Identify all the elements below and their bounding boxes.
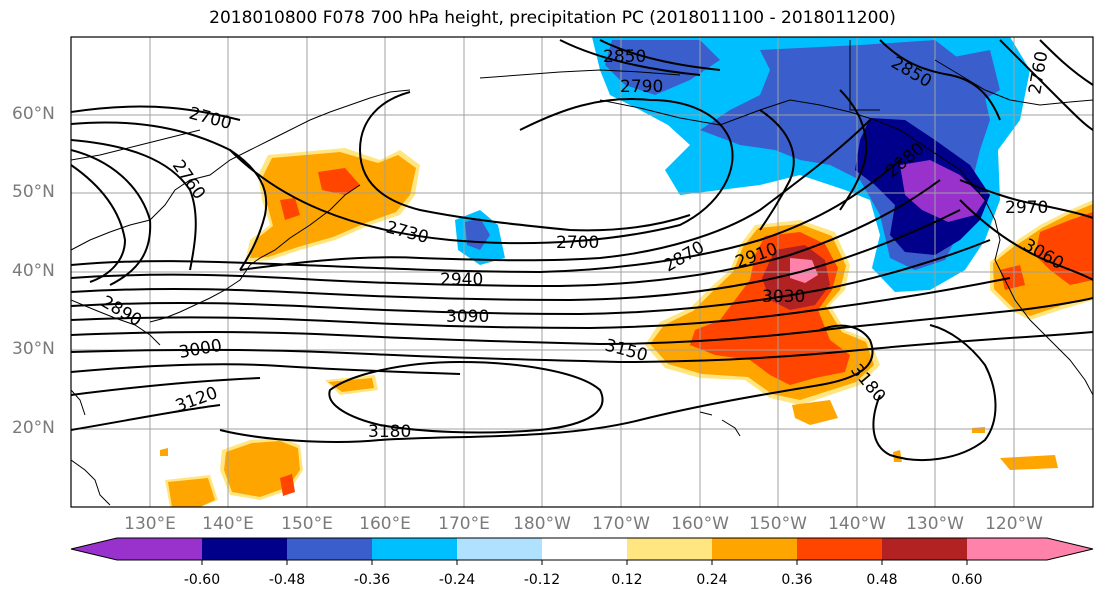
lon-label: 170°E (438, 514, 490, 534)
height-contours (71, 39, 1093, 461)
contour-label: 2940 (440, 270, 483, 290)
lon-label: 150°E (281, 514, 333, 534)
colorbar-tick-label: -0.12 (523, 572, 561, 588)
contour-label: 2850 (603, 47, 646, 67)
contour-label: 3180 (368, 422, 411, 442)
map-plot-area: 2850 2790 2850 2760 2700 2760 2730 2700 … (71, 37, 1093, 507)
lon-label: 160°E (359, 514, 411, 534)
coastlines (71, 40, 1093, 506)
colorbar-tick-label: 0.36 (781, 572, 813, 588)
lon-label: 140°E (202, 514, 254, 534)
colorbar-tick-label: -0.24 (438, 572, 476, 588)
colorbar-swatch (797, 538, 882, 560)
colorbar-tick-label: 0.60 (951, 572, 983, 588)
contour-label: 2790 (620, 77, 663, 97)
lat-label: 20°N (12, 418, 55, 438)
contour-label: 2700 (556, 233, 599, 253)
lon-label: 180°W (513, 514, 571, 534)
colorbar-outline (70, 537, 1094, 561)
lon-label: 170°W (592, 514, 650, 534)
lon-label: 150°W (749, 514, 807, 534)
contour-label: 2970 (1005, 198, 1048, 218)
map-title: 2018010800 F078 700 hPa height, precipit… (209, 8, 896, 28)
colorbar-swatch (627, 538, 712, 560)
lon-label: 140°W (828, 514, 886, 534)
colorbar-tick-label: 0.12 (611, 572, 643, 588)
lat-label: 40°N (12, 261, 55, 281)
lat-label: 30°N (12, 339, 55, 359)
colorbar-tick-label: -0.60 (183, 572, 221, 588)
lon-label: 120°W (985, 514, 1043, 534)
colorbar-swatch (287, 538, 372, 560)
map-frame (70, 36, 1094, 508)
contour-label: 3090 (446, 307, 489, 327)
lon-label: 130°W (906, 514, 964, 534)
lon-label: 160°W (671, 514, 729, 534)
colorbar-swatch (457, 538, 542, 560)
lon-label: 130°E (124, 514, 176, 534)
precip-shade-negative (900, 160, 985, 222)
colorbar-swatch (967, 538, 1047, 560)
lat-label: 60°N (12, 104, 55, 124)
precip-shading-positive (160, 148, 1093, 507)
colorbar-swatch (882, 538, 967, 560)
precip-shade-negative (938, 50, 1000, 105)
colorbar-swatch (542, 538, 627, 560)
colorbar-extend-low (71, 538, 117, 560)
colorbar-swatch (202, 538, 287, 560)
map-gridlines (71, 37, 1093, 507)
colorbar-swatch (117, 538, 202, 560)
colorbar-tick-label: 0.24 (696, 572, 728, 588)
contour-label: 3030 (762, 287, 805, 307)
colorbar (70, 537, 1094, 565)
colorbar-swatch (712, 538, 797, 560)
colorbar-tick-label: -0.48 (268, 572, 306, 588)
lat-label: 50°N (12, 182, 55, 202)
colorbar-extend-high (1047, 538, 1093, 560)
colorbar-tick-label: -0.36 (353, 572, 391, 588)
colorbar-tick-label: 0.48 (866, 572, 898, 588)
colorbar-swatch (372, 538, 457, 560)
